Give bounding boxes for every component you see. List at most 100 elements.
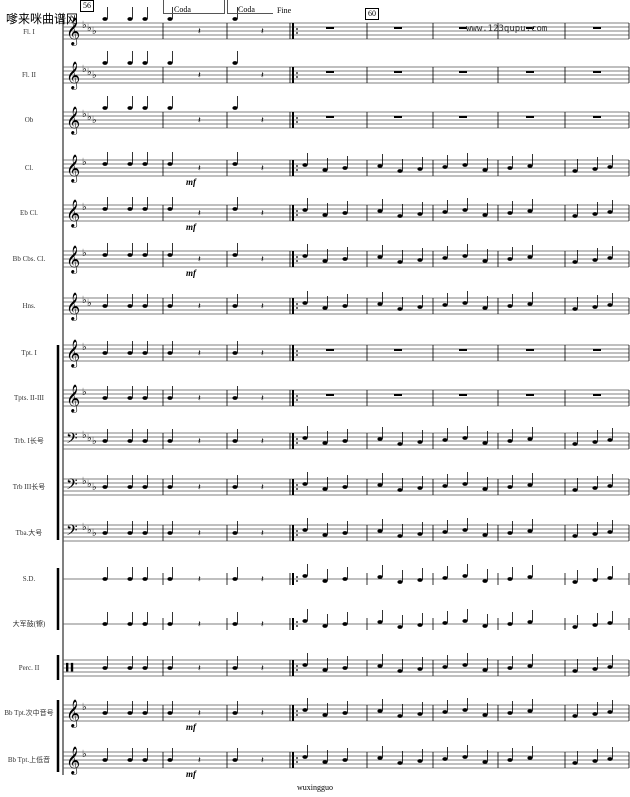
dynamic-mf: mf bbox=[186, 722, 196, 732]
note-head bbox=[592, 532, 598, 536]
note-head bbox=[507, 304, 513, 308]
quarter-rest-icon: 𝄽 bbox=[198, 663, 201, 673]
note-head bbox=[482, 713, 488, 717]
note-head bbox=[397, 580, 403, 584]
fine-marking: Fine bbox=[277, 6, 292, 15]
quarter-rest-icon: 𝄽 bbox=[261, 574, 264, 584]
quarter-rest-icon: 𝄽 bbox=[198, 254, 201, 264]
note-head bbox=[322, 259, 328, 263]
note-head bbox=[142, 666, 148, 670]
note-head bbox=[232, 396, 238, 400]
note-head bbox=[302, 301, 308, 305]
flat-icon: ♭ bbox=[87, 525, 92, 536]
note-head bbox=[377, 664, 383, 668]
flat-icon: ♭ bbox=[87, 67, 92, 78]
note-head bbox=[232, 711, 238, 715]
note-head bbox=[167, 207, 173, 211]
repeat-dot bbox=[296, 307, 298, 309]
instrument-label: Tpt. I bbox=[21, 349, 37, 357]
note-head bbox=[232, 162, 238, 166]
note-head bbox=[442, 303, 448, 307]
flat-icon: ♭ bbox=[82, 476, 87, 487]
treble-clef-icon: 𝄞 bbox=[66, 61, 80, 90]
coda-marking-1: Coda bbox=[163, 0, 225, 14]
note-head bbox=[377, 756, 383, 760]
note-head bbox=[417, 258, 423, 262]
note-head bbox=[527, 255, 533, 259]
repeat-dot bbox=[296, 534, 298, 536]
whole-rest bbox=[459, 394, 467, 396]
note-head bbox=[527, 437, 533, 441]
measure-number-56: 56 bbox=[80, 0, 94, 12]
whole-rest bbox=[326, 394, 334, 396]
quarter-rest-icon: 𝄽 bbox=[261, 70, 264, 80]
flat-icon: ♭ bbox=[87, 433, 92, 444]
note-head bbox=[102, 61, 108, 65]
note-head bbox=[572, 488, 578, 492]
whole-rest bbox=[394, 116, 402, 118]
note-head bbox=[442, 665, 448, 669]
quarter-rest-icon: 𝄽 bbox=[198, 208, 201, 218]
note-head bbox=[127, 351, 133, 355]
note-head bbox=[462, 208, 468, 212]
whole-rest bbox=[326, 71, 334, 73]
quarter-rest-icon: 𝄽 bbox=[261, 301, 264, 311]
flat-icon: ♭ bbox=[82, 430, 87, 441]
site-url: www.123qupu.com bbox=[466, 24, 548, 34]
note-head bbox=[592, 167, 598, 171]
note-head bbox=[167, 351, 173, 355]
note-head bbox=[507, 485, 513, 489]
treble-clef-icon: 𝄞 bbox=[66, 199, 80, 228]
treble-clef-icon: 𝄞 bbox=[66, 154, 80, 183]
note-head bbox=[232, 577, 238, 581]
quarter-rest-icon: 𝄽 bbox=[198, 755, 201, 765]
note-head bbox=[572, 669, 578, 673]
note-head bbox=[607, 210, 613, 214]
whole-rest bbox=[526, 394, 534, 396]
note-head bbox=[527, 209, 533, 213]
note-head bbox=[572, 442, 578, 446]
repeat-dot bbox=[296, 580, 298, 582]
dynamic-mf: mf bbox=[186, 769, 196, 779]
note-head bbox=[127, 485, 133, 489]
repeat-dot bbox=[296, 714, 298, 716]
quarter-rest-icon: 𝄽 bbox=[198, 708, 201, 718]
note-head bbox=[482, 259, 488, 263]
note-head bbox=[417, 623, 423, 627]
note-head bbox=[397, 307, 403, 311]
note-head bbox=[377, 437, 383, 441]
note-head bbox=[102, 304, 108, 308]
note-head bbox=[167, 711, 173, 715]
whole-rest bbox=[459, 27, 467, 29]
note-head bbox=[397, 214, 403, 218]
note-head bbox=[527, 756, 533, 760]
quarter-rest-icon: 𝄽 bbox=[261, 663, 264, 673]
note-head bbox=[322, 213, 328, 217]
note-head bbox=[232, 758, 238, 762]
note-head bbox=[342, 257, 348, 261]
note-head bbox=[167, 531, 173, 535]
quarter-rest-icon: 𝄽 bbox=[261, 163, 264, 173]
note-head bbox=[342, 711, 348, 715]
whole-rest bbox=[326, 27, 334, 29]
note-head bbox=[127, 758, 133, 762]
note-head bbox=[592, 667, 598, 671]
bass-clef-icon: 𝄢 bbox=[66, 522, 78, 543]
note-head bbox=[397, 169, 403, 173]
whole-rest bbox=[459, 116, 467, 118]
note-head bbox=[607, 710, 613, 714]
note-head bbox=[102, 439, 108, 443]
note-head bbox=[607, 665, 613, 669]
note-head bbox=[377, 529, 383, 533]
note-head bbox=[167, 304, 173, 308]
note-head bbox=[232, 253, 238, 257]
note-head bbox=[167, 61, 173, 65]
note-head bbox=[167, 17, 173, 21]
note-head bbox=[377, 209, 383, 213]
note-head bbox=[167, 106, 173, 110]
note-head bbox=[527, 164, 533, 168]
note-head bbox=[482, 213, 488, 217]
note-head bbox=[572, 761, 578, 765]
note-head bbox=[142, 304, 148, 308]
note-head bbox=[322, 579, 328, 583]
